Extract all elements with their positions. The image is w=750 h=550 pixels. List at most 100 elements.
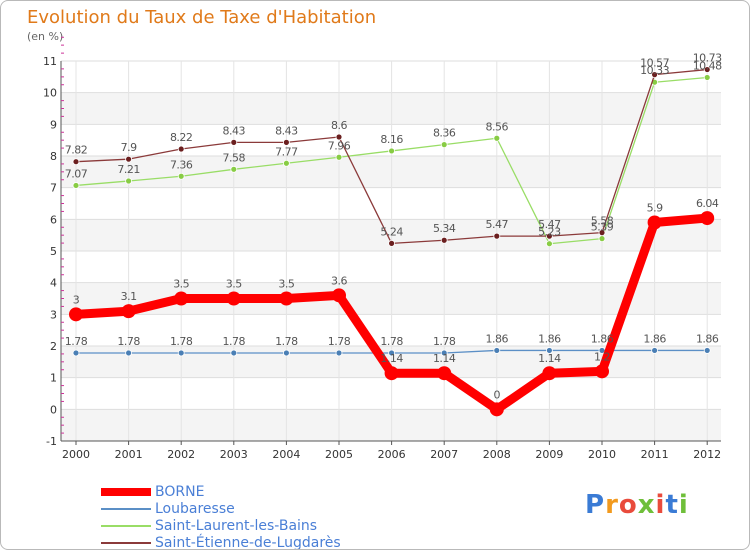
data-label: 5.24 [380,225,403,238]
legend-swatch [101,525,151,527]
x-tick-label: 2008 [483,448,511,461]
data-point [125,155,132,163]
legend-label: BORNE [155,484,205,500]
data-label: 1.78 [433,335,456,348]
data-label: 10.33 [640,64,669,77]
data-label: 10.48 [693,59,722,72]
y-tick-label: 1 [50,372,57,385]
data-point [384,366,399,381]
data-label: 1.78 [65,335,88,348]
data-label: 7.9 [121,141,137,154]
data-label: 1.78 [380,335,403,348]
data-point [72,158,80,166]
logo-letter: r [605,490,619,520]
data-point [388,147,396,155]
chart-title: Evolution du Taux de Taxe d'Habitation [27,7,377,28]
data-label: 5.34 [433,222,456,235]
data-point [335,153,343,161]
data-label: 1.14 [433,352,456,365]
grid-band [61,409,721,441]
data-point [440,349,448,357]
chart-subtitle: (en %) [27,30,64,43]
data-point [335,349,343,357]
x-tick-label: 2001 [115,448,143,461]
data-label: 8.56 [486,120,509,133]
data-point [493,232,501,240]
data-point [72,182,80,189]
data-point [546,347,553,354]
data-point [703,347,711,354]
x-tick-label: 2003 [220,448,248,461]
legend-swatch [101,488,151,496]
data-point [125,349,132,357]
data-point [489,402,504,417]
data-label: 0 [494,388,501,401]
data-label: 3.5 [173,278,189,291]
data-label: 8.43 [223,124,246,137]
data-point [703,66,711,73]
legend-swatch [101,542,151,544]
x-tick-label: 2012 [693,448,721,461]
grid-band [61,92,721,125]
data-label: 3.6 [331,274,347,287]
x-tick-label: 2010 [588,448,616,461]
data-point [230,349,238,357]
y-tick-label: 9 [50,118,57,131]
data-label: 8.16 [380,133,403,146]
data-label: 8.43 [275,124,298,137]
x-tick-label: 2005 [325,448,353,461]
data-point [388,239,396,247]
data-label: 5.47 [538,218,561,231]
data-label: 7.21 [117,163,140,176]
x-tick-label: 2000 [62,448,90,461]
data-label: 5.23 [538,226,561,239]
x-tick-label: 2007 [430,448,458,461]
data-label: 7.07 [65,167,88,180]
data-label: 1.14 [538,352,561,365]
data-point [177,349,185,357]
y-tick-label: 11 [43,55,57,68]
data-point [282,138,290,146]
data-label: 8.36 [433,127,456,140]
legend-label: Saint-Laurent-les-Bains [155,518,318,534]
data-point [651,71,658,79]
proxiti-logo: Proxiti [585,490,689,520]
data-label: 8.6 [331,119,347,132]
grid-band [61,156,721,188]
data-label: 1.78 [275,335,298,348]
logo-letter: P [585,490,606,520]
data-point [598,229,606,237]
data-label: 5.39 [591,221,614,234]
data-label: 3.5 [278,278,294,291]
x-tick-label: 2002 [167,448,195,461]
data-point [651,347,658,354]
logo-letter: x [637,490,656,520]
x-tick-label: 2011 [641,448,669,461]
data-point [121,304,136,319]
data-point [493,347,501,354]
data-label: 3.1 [121,290,137,303]
legend-item: Saint-Laurent-les-Bains [101,518,361,534]
data-point [279,291,294,306]
data-label: 8.22 [170,131,193,144]
y-tick-label: 6 [50,213,57,226]
data-point [440,236,448,244]
data-point [69,307,83,322]
data-label: 1.86 [591,332,614,345]
data-label: 1.86 [696,332,719,345]
data-label: 1.78 [223,335,246,348]
data-label: 7.96 [328,139,351,152]
data-point [437,366,452,381]
data-point [72,349,80,357]
data-label: 5.47 [486,218,509,231]
data-point [700,211,715,226]
legend-item: Loubaresse [101,501,361,517]
data-label: 1.2 [594,350,610,363]
data-point [493,134,501,142]
data-point [703,74,711,81]
data-label: 10.57 [640,57,669,70]
x-tick-label: 2004 [272,448,300,461]
data-label: 1.78 [328,335,351,348]
data-point [226,291,241,306]
